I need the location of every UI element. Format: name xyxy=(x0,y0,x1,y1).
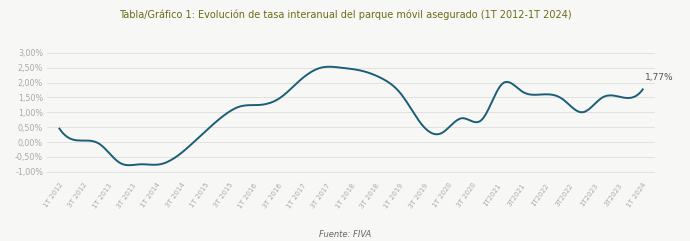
Text: Fuente: FIVA: Fuente: FIVA xyxy=(319,230,371,239)
Text: Tabla/Gráfico 1: Evolución de tasa interanual del parque móvil asegurado (1T 201: Tabla/Gráfico 1: Evolución de tasa inter… xyxy=(119,10,571,20)
Text: 1,77%: 1,77% xyxy=(645,73,674,82)
